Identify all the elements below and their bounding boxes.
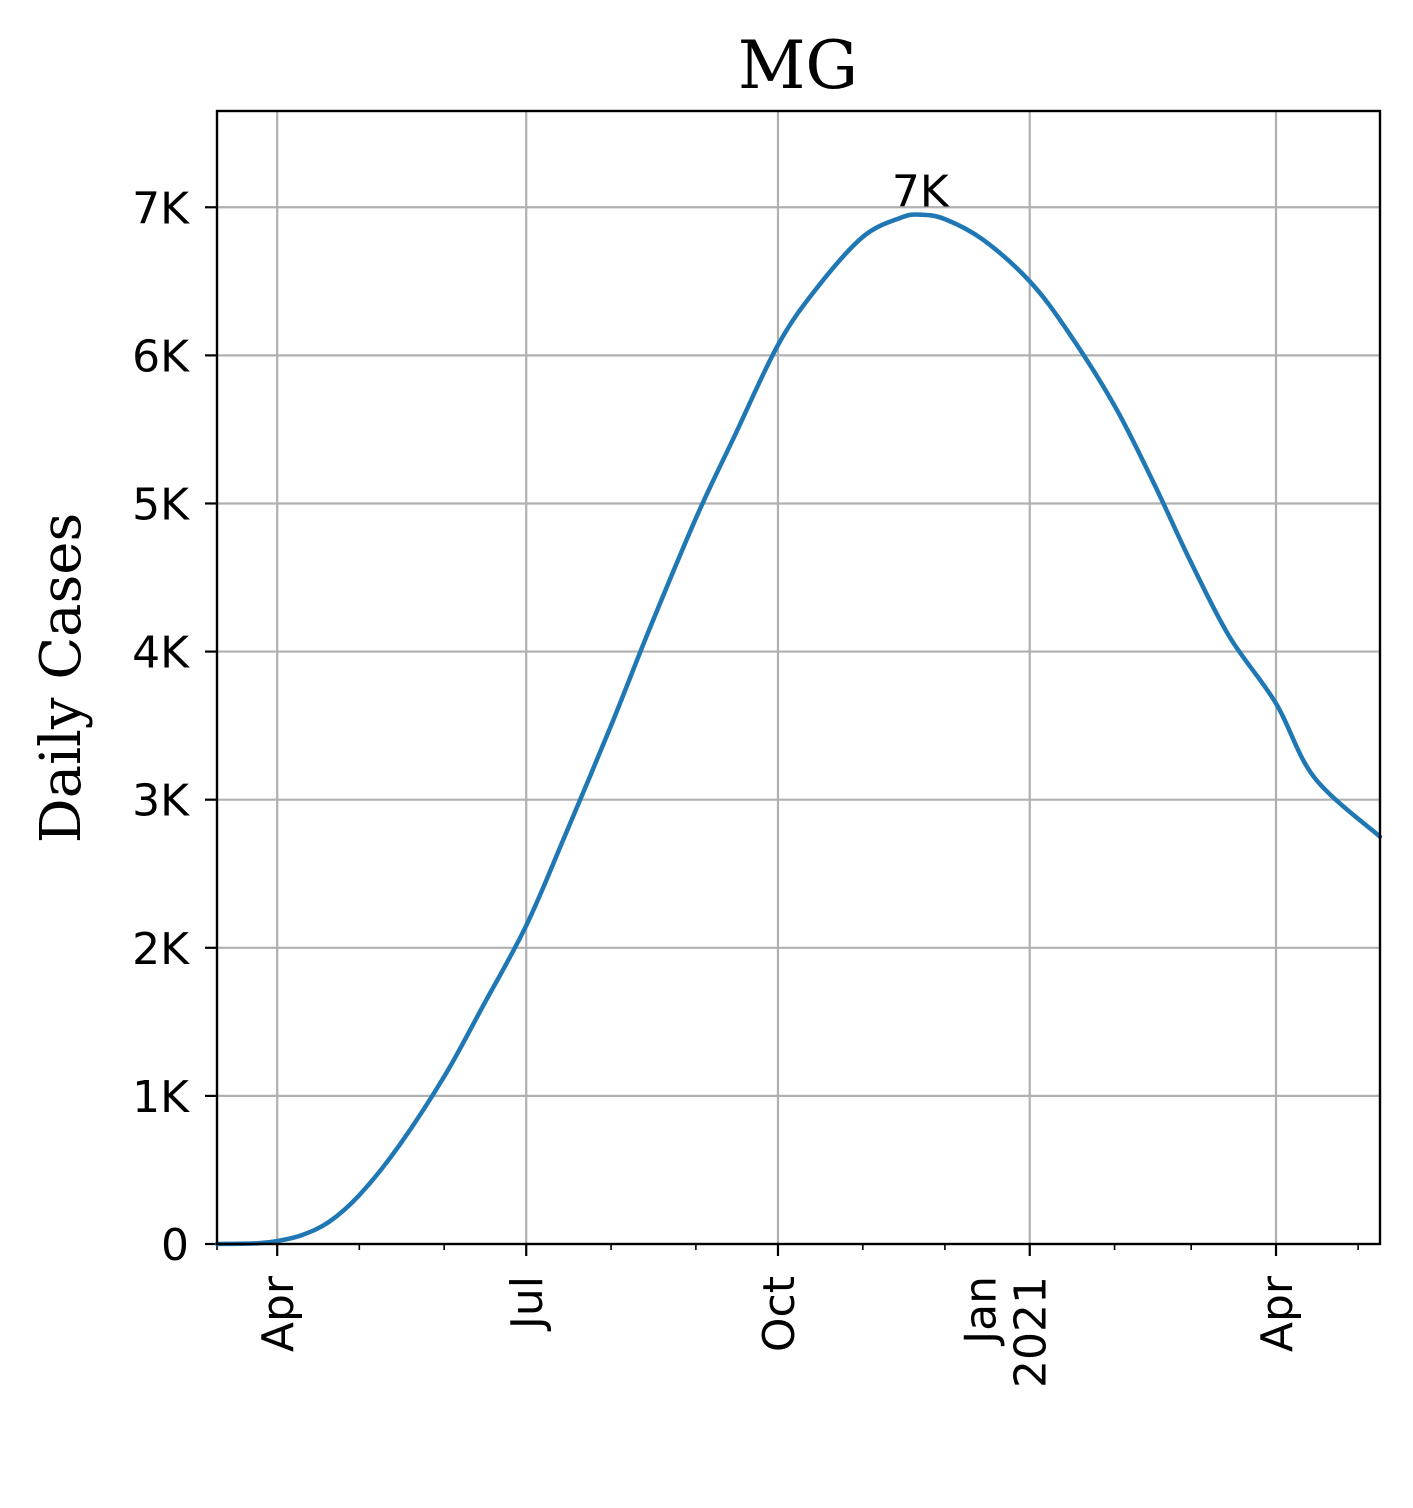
svg-text:Apr: Apr [253,1275,304,1352]
chart-title: MG [738,27,858,104]
y-tick-label: 3K [132,776,190,827]
y-tick-label: 2K [132,924,190,975]
svg-text:Oct: Oct [754,1276,805,1352]
y-tick-label: 1K [132,1072,190,1123]
plot-frame [215,109,1382,1246]
x-tick-label: Apr [253,1275,304,1352]
svg-text:Jan: Jan [956,1276,1007,1347]
tick-labels: 0 1K 2K 3K 4K 5K 6K 7K Apr Jul Oct Jan 2021 Apr [132,183,1303,1388]
y-tick-label: 4K [132,628,190,679]
svg-text:Apr: Apr [1252,1275,1303,1352]
x-tick-label: Jul [502,1276,553,1332]
x-tick-label: Apr [1252,1275,1303,1352]
y-tick-label: 6K [132,331,190,382]
svg-text:Jul: Jul [502,1276,553,1332]
grid [217,111,1380,1244]
series-line [214,212,1383,1247]
svg-text:2021: 2021 [1006,1276,1057,1388]
x-tick-label: Oct [754,1276,805,1352]
peak-annotation: 7K [892,167,950,218]
y-axis-label: Daily Cases [29,513,94,843]
axis-ticks [205,206,1359,1256]
x-tick-label: Jan 2021 [956,1276,1057,1388]
y-tick-label: 7K [132,183,190,234]
y-tick-label: 5K [132,479,190,530]
y-tick-label: 0 [161,1220,189,1271]
